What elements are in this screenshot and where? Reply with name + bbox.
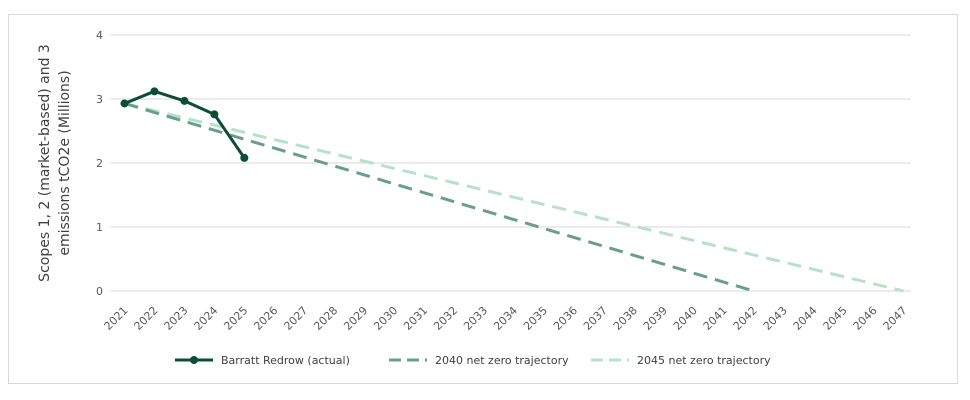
- legend-item: Barratt Redrow (actual): [175, 354, 350, 367]
- legend: Barratt Redrow (actual) 2040 net zero tra…: [175, 354, 771, 367]
- y-axis-title-line: Scopes 1, 2 (market-based) and 3: [37, 44, 53, 282]
- legend-label: 2040 net zero trajectory: [435, 354, 569, 367]
- legend-item: 2045 net zero trajectory: [591, 354, 771, 367]
- data-point: [210, 110, 219, 119]
- y-tick-label: 0: [96, 285, 103, 298]
- data-point: [150, 87, 159, 96]
- data-point: [240, 153, 249, 162]
- data-point: [180, 96, 189, 105]
- x-tick-label: 2042: [731, 304, 760, 333]
- y-tick-label: 1: [96, 221, 103, 234]
- x-tick-label: 2022: [132, 304, 161, 333]
- x-tick-label: 2034: [491, 304, 520, 333]
- x-tick-label: 2031: [401, 304, 430, 333]
- x-tick-label: 2043: [761, 304, 790, 333]
- y-tick-label: 4: [96, 29, 103, 42]
- x-tick-label: 2033: [461, 304, 490, 333]
- legend-label: Barratt Redrow (actual): [221, 354, 350, 367]
- series-line-1: [124, 102, 755, 293]
- y-axis-title: Scopes 1, 2 (market-based) and 3 emission…: [37, 44, 73, 282]
- legend-item: 2040 net zero trajectory: [389, 354, 569, 367]
- x-tick-label: 2032: [431, 304, 460, 333]
- x-tick-label: 2039: [641, 304, 670, 333]
- x-tick-label: 2047: [881, 304, 910, 333]
- x-tick-label: 2025: [221, 304, 250, 333]
- x-tick-label: 2044: [791, 304, 820, 333]
- legend-label: 2045 net zero trajectory: [637, 354, 771, 367]
- x-tick-label: 2026: [251, 304, 280, 333]
- x-tick-label: 2029: [341, 304, 370, 333]
- y-axis: 0 1 2 3 4: [96, 29, 103, 298]
- x-tick-label: 2021: [102, 304, 131, 333]
- x-tick-label: 2041: [701, 304, 730, 333]
- x-tick-label: 2046: [851, 304, 880, 333]
- x-tick-label: 2045: [821, 304, 850, 333]
- series-layer: [120, 87, 904, 293]
- x-axis: 2021 2022 2023 2024 2025 2026 2027 2028 2029 2030…: [102, 304, 910, 333]
- x-tick-label: 2035: [521, 304, 550, 333]
- x-tick-label: 2038: [611, 304, 640, 333]
- y-tick-label: 2: [96, 157, 103, 170]
- y-axis-title-line: emissions tCO2e (Millions): [57, 70, 73, 255]
- x-tick-label: 2024: [192, 304, 221, 333]
- x-tick-label: 2023: [162, 304, 191, 333]
- x-tick-label: 2028: [311, 304, 340, 333]
- data-point: [120, 99, 129, 108]
- y-tick-label: 3: [96, 93, 103, 106]
- x-tick-label: 2037: [581, 304, 610, 333]
- legend-marker: [190, 356, 198, 364]
- series-line-2: [124, 102, 904, 293]
- x-tick-label: 2030: [371, 304, 400, 333]
- grid-lines: [111, 34, 911, 292]
- x-tick-label: 2027: [281, 304, 310, 333]
- x-tick-label: 2036: [551, 304, 580, 333]
- x-tick-label: 2040: [671, 304, 700, 333]
